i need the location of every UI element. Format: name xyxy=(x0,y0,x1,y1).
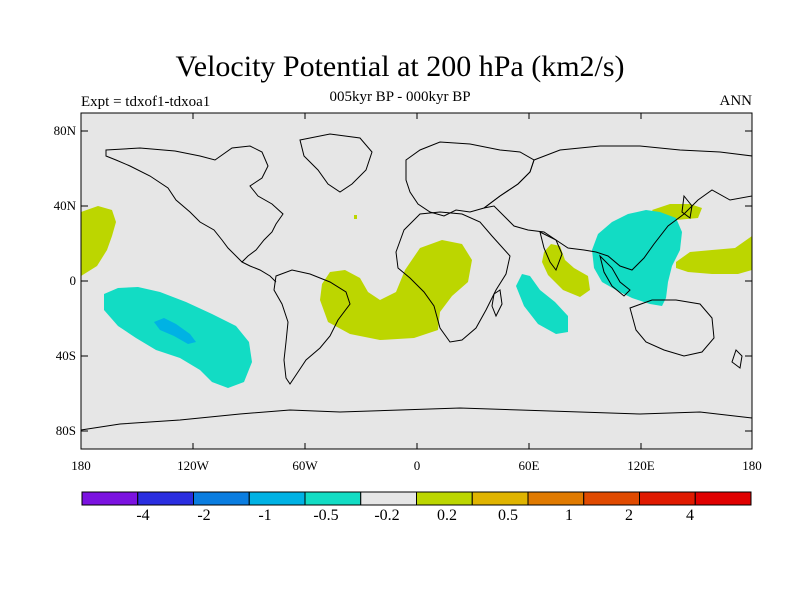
lon-label-0: 0 xyxy=(413,458,421,473)
colorbar-swatch xyxy=(137,491,194,506)
colorbar-label-1: -4 xyxy=(136,507,150,524)
coast-central-america xyxy=(241,261,277,283)
map-title: Velocity Potential at 200 hPa (km2/s) xyxy=(175,50,625,83)
coast-southeast-asia xyxy=(599,254,631,297)
colorbar-swatch xyxy=(360,491,417,506)
season-label: ANN xyxy=(719,93,753,109)
lon-label-120e: 120E xyxy=(627,458,655,473)
coast-asia xyxy=(483,145,753,271)
colorbar-swatch xyxy=(416,491,473,506)
colorbar-swatch xyxy=(583,491,640,506)
map-subtitle: 005kyr BP - 000kyr BP xyxy=(329,89,471,105)
coast-madagascar xyxy=(491,289,503,318)
coast-australia xyxy=(629,299,715,357)
lat-label-80s: 80S xyxy=(55,423,76,438)
lat-label-40s: 40S xyxy=(55,348,76,363)
anomaly-negative-indian-ocean xyxy=(516,274,568,334)
latitude-ticks xyxy=(81,130,752,432)
longitude-ticks xyxy=(192,113,642,449)
lon-label-60e: 60E xyxy=(518,458,540,473)
colorbar-label-7: 0.5 xyxy=(498,507,518,524)
colorbar-swatch xyxy=(527,491,585,506)
coast-antarctica xyxy=(80,407,753,431)
lon-label-120w: 120W xyxy=(177,458,209,473)
colorbar-label-9: 2 xyxy=(625,507,633,524)
coast-india xyxy=(539,231,563,272)
lon-label-60w: 60W xyxy=(292,458,318,473)
coast-japan xyxy=(681,194,693,219)
experiment-label: Expt = tdxof1-tdxoa1 xyxy=(81,94,211,110)
coast-south-america xyxy=(273,269,351,385)
anomaly-positive-india xyxy=(542,244,590,297)
colorbar-label-10: 4 xyxy=(686,507,694,524)
strong-negative-regions xyxy=(154,318,196,344)
lat-label-40n: 40N xyxy=(53,198,76,213)
colorbar xyxy=(81,491,752,506)
coast-north-america xyxy=(105,145,284,263)
anomaly-positive-west-pacific xyxy=(676,236,752,274)
coast-africa xyxy=(395,211,511,343)
colorbar-swatch xyxy=(193,491,250,506)
lat-label-80n: 80N xyxy=(53,123,76,138)
colorbar-swatch xyxy=(248,491,306,506)
colorbar-label-2: -2 xyxy=(197,507,211,524)
anomaly-positive-central-pacific xyxy=(81,206,116,276)
colorbar-label-6: 0.2 xyxy=(437,507,457,524)
anomaly-negative-maritime-continent xyxy=(592,210,682,306)
colorbar-swatch xyxy=(471,491,529,506)
coast-greenland xyxy=(299,133,373,193)
lon-label-180e: 180 xyxy=(742,458,762,473)
anomaly-positive-north-atlantic xyxy=(354,215,357,219)
colorbar-label-3: -1 xyxy=(258,507,272,524)
colorbar-label-8: 1 xyxy=(565,507,573,524)
colorbar-swatch xyxy=(304,491,362,506)
coast-new-zealand xyxy=(731,349,743,369)
colorbar-swatch xyxy=(694,491,752,506)
lon-label-180w: 180 xyxy=(71,458,91,473)
lat-label-0: 0 xyxy=(69,273,77,288)
coastlines xyxy=(80,133,753,431)
colorbar-label-4: -0.5 xyxy=(313,507,339,524)
anomaly-positive-atlantic-africa xyxy=(320,240,472,340)
colorbar-swatch xyxy=(639,491,696,506)
anomaly-strong-negative-south-pacific xyxy=(154,318,196,344)
colorbar-label-5: -0.2 xyxy=(374,507,400,524)
colorbar-swatch xyxy=(81,491,139,506)
